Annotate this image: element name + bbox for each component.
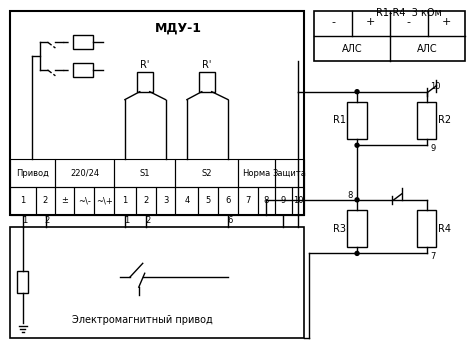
Text: Привод: Привод bbox=[16, 169, 49, 177]
Bar bbox=[347, 102, 367, 139]
Bar bbox=[73, 35, 93, 49]
Bar bbox=[218, 187, 238, 215]
Text: S2: S2 bbox=[201, 169, 212, 177]
Text: R1: R1 bbox=[333, 115, 346, 125]
Bar bbox=[155, 187, 175, 215]
Bar bbox=[114, 159, 175, 187]
Bar bbox=[199, 72, 215, 92]
Bar bbox=[314, 11, 465, 61]
Text: Норма: Норма bbox=[242, 169, 271, 177]
Bar bbox=[175, 159, 238, 187]
Text: 2: 2 bbox=[145, 216, 150, 225]
Bar bbox=[175, 187, 198, 215]
Text: R3: R3 bbox=[333, 223, 346, 233]
Bar bbox=[17, 271, 28, 293]
Bar bbox=[136, 187, 155, 215]
Bar bbox=[347, 210, 367, 247]
Text: S1: S1 bbox=[139, 169, 150, 177]
Text: ±: ± bbox=[62, 196, 68, 205]
Text: Электромагнитный привод: Электромагнитный привод bbox=[72, 315, 213, 325]
Bar bbox=[36, 187, 55, 215]
Text: 8: 8 bbox=[264, 196, 269, 205]
Text: 2: 2 bbox=[43, 196, 48, 205]
Bar bbox=[417, 102, 437, 139]
Text: 1: 1 bbox=[124, 216, 129, 225]
Text: 4: 4 bbox=[184, 196, 190, 205]
Bar bbox=[94, 187, 114, 215]
Text: 6: 6 bbox=[228, 216, 233, 225]
Text: АЛС: АЛС bbox=[417, 44, 438, 54]
Text: R': R' bbox=[202, 60, 211, 70]
Text: 2: 2 bbox=[143, 196, 148, 205]
Bar bbox=[198, 187, 218, 215]
Text: 10: 10 bbox=[430, 82, 441, 91]
Text: -: - bbox=[407, 17, 410, 27]
Bar bbox=[275, 159, 304, 187]
Circle shape bbox=[355, 143, 359, 147]
Text: +: + bbox=[442, 17, 451, 27]
Text: R': R' bbox=[140, 60, 149, 70]
Text: 9: 9 bbox=[281, 196, 286, 205]
Text: 1: 1 bbox=[20, 196, 25, 205]
Circle shape bbox=[355, 90, 359, 94]
Text: 1: 1 bbox=[122, 196, 128, 205]
Text: 1: 1 bbox=[22, 216, 27, 225]
Bar bbox=[55, 159, 114, 187]
Text: +: + bbox=[366, 17, 375, 27]
Text: R2: R2 bbox=[438, 115, 451, 125]
Bar bbox=[238, 187, 258, 215]
Text: ~\-: ~\- bbox=[78, 196, 91, 205]
Bar bbox=[55, 187, 74, 215]
Bar bbox=[137, 72, 153, 92]
Bar bbox=[417, 210, 437, 247]
Bar bbox=[258, 187, 275, 215]
Bar bbox=[73, 63, 93, 77]
Bar bbox=[238, 159, 275, 187]
Text: 220/24: 220/24 bbox=[70, 169, 99, 177]
Text: R4: R4 bbox=[438, 223, 451, 233]
Bar bbox=[10, 227, 304, 338]
Circle shape bbox=[355, 198, 359, 202]
Text: 7: 7 bbox=[430, 252, 436, 261]
Text: -: - bbox=[331, 17, 335, 27]
Text: R1-R4  3 кОм: R1-R4 3 кОм bbox=[376, 8, 442, 18]
Text: МДУ-1: МДУ-1 bbox=[155, 22, 202, 35]
Bar bbox=[10, 159, 55, 187]
Text: ~\+: ~\+ bbox=[96, 196, 112, 205]
Bar bbox=[10, 11, 304, 215]
Text: 10: 10 bbox=[293, 196, 303, 205]
Text: 9: 9 bbox=[430, 144, 436, 153]
Text: 5: 5 bbox=[206, 196, 211, 205]
Bar bbox=[114, 187, 136, 215]
Text: АЛС: АЛС bbox=[342, 44, 363, 54]
Text: 8: 8 bbox=[348, 191, 353, 200]
Text: 2: 2 bbox=[45, 216, 50, 225]
Bar bbox=[74, 187, 94, 215]
Bar bbox=[292, 187, 304, 215]
Text: 7: 7 bbox=[245, 196, 251, 205]
Text: 3: 3 bbox=[163, 196, 168, 205]
Bar bbox=[10, 187, 36, 215]
Text: Защита: Защита bbox=[273, 169, 307, 177]
Bar bbox=[275, 187, 292, 215]
Circle shape bbox=[355, 251, 359, 255]
Text: 6: 6 bbox=[225, 196, 231, 205]
